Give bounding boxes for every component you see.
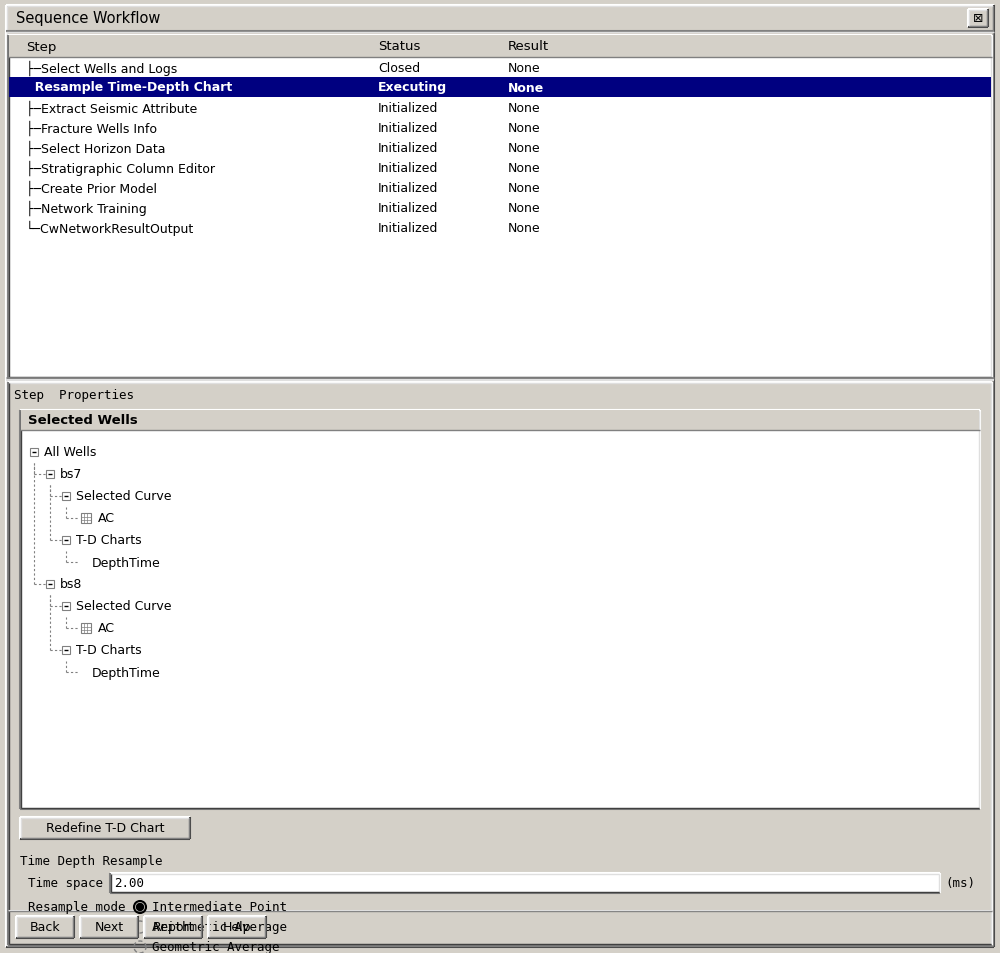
- Text: ├─Select Wells and Logs: ├─Select Wells and Logs: [26, 60, 177, 75]
- Text: None: None: [508, 221, 541, 234]
- Bar: [16, 916, 74, 938]
- Bar: [62, 602, 70, 610]
- Bar: [80, 916, 138, 938]
- Text: None: None: [508, 161, 541, 174]
- Bar: [208, 916, 266, 938]
- Bar: [81, 514, 91, 523]
- Bar: [46, 580, 54, 588]
- Text: bs7: bs7: [60, 468, 82, 481]
- Text: Resample mode: Resample mode: [28, 901, 126, 914]
- Text: Initialized: Initialized: [378, 181, 438, 194]
- Text: Help: Help: [223, 921, 251, 934]
- Bar: [8, 36, 992, 378]
- Bar: [144, 916, 202, 938]
- Text: Closed: Closed: [378, 61, 420, 74]
- Text: None: None: [508, 141, 541, 154]
- Bar: [21, 411, 979, 431]
- Text: Report: Report: [152, 921, 194, 934]
- Text: All Wells: All Wells: [44, 446, 96, 459]
- Text: ├─Extract Seismic Attribute: ├─Extract Seismic Attribute: [26, 100, 197, 115]
- Text: ├─Fracture Wells Info: ├─Fracture Wells Info: [26, 120, 157, 135]
- Bar: [9, 36, 991, 58]
- Bar: [30, 449, 38, 456]
- Text: AC: AC: [98, 512, 115, 525]
- Text: Step: Step: [26, 40, 56, 53]
- Bar: [46, 471, 54, 478]
- Text: None: None: [508, 61, 541, 74]
- Bar: [62, 646, 70, 655]
- Bar: [20, 817, 190, 840]
- Text: Selected Curve: Selected Curve: [76, 490, 172, 503]
- Text: ⊠: ⊠: [973, 12, 983, 26]
- Text: Arithmetic Average: Arithmetic Average: [152, 921, 287, 934]
- Bar: [9, 78, 991, 98]
- Bar: [20, 411, 980, 809]
- Text: bs8: bs8: [60, 578, 82, 591]
- Text: None: None: [508, 181, 541, 194]
- Text: Resample Time-Depth Chart: Resample Time-Depth Chart: [26, 81, 232, 94]
- Bar: [62, 537, 70, 544]
- Bar: [62, 493, 70, 500]
- Circle shape: [136, 903, 144, 910]
- Text: Sequence Workflow: Sequence Workflow: [16, 11, 160, 27]
- Text: Next: Next: [94, 921, 124, 934]
- Text: None: None: [508, 101, 541, 114]
- Text: Initialized: Initialized: [378, 121, 438, 134]
- Text: Selected Curve: Selected Curve: [76, 599, 172, 613]
- Bar: [110, 873, 940, 893]
- Text: Step  Properties: Step Properties: [14, 388, 134, 401]
- Text: Executing: Executing: [378, 81, 447, 94]
- Text: Selected Wells: Selected Wells: [28, 414, 138, 427]
- Text: Status: Status: [378, 40, 420, 53]
- Text: None: None: [508, 81, 544, 94]
- Text: Time Depth Resample: Time Depth Resample: [20, 855, 162, 867]
- Text: ├─Select Horizon Data: ├─Select Horizon Data: [26, 140, 166, 155]
- Text: Back: Back: [30, 921, 60, 934]
- Text: 2.00: 2.00: [114, 877, 144, 889]
- Text: DepthTime: DepthTime: [92, 666, 161, 679]
- Text: Initialized: Initialized: [378, 101, 438, 114]
- Text: T-D Charts: T-D Charts: [76, 644, 142, 657]
- Bar: [8, 382, 992, 945]
- Text: Intermediate Point: Intermediate Point: [152, 901, 287, 914]
- Text: Initialized: Initialized: [378, 161, 438, 174]
- Text: None: None: [508, 201, 541, 214]
- Text: DepthTime: DepthTime: [92, 556, 161, 569]
- Text: └─CwNetworkResultOutput: └─CwNetworkResultOutput: [26, 220, 194, 235]
- Text: ├─Stratigraphic Column Editor: ├─Stratigraphic Column Editor: [26, 160, 215, 175]
- Text: Geometric Average: Geometric Average: [152, 941, 280, 953]
- Bar: [81, 623, 91, 634]
- Text: Initialized: Initialized: [378, 141, 438, 154]
- Text: AC: AC: [98, 622, 115, 635]
- Text: Initialized: Initialized: [378, 201, 438, 214]
- Text: (ms): (ms): [945, 877, 975, 889]
- Text: Time space: Time space: [28, 877, 103, 889]
- Text: ├─Network Training: ├─Network Training: [26, 200, 147, 215]
- Text: Result: Result: [508, 40, 549, 53]
- Text: Initialized: Initialized: [378, 221, 438, 234]
- Text: T-D Charts: T-D Charts: [76, 534, 142, 547]
- Text: None: None: [508, 121, 541, 134]
- Text: ├─Create Prior Model: ├─Create Prior Model: [26, 180, 157, 195]
- Bar: [968, 10, 988, 28]
- Text: Redefine T-D Chart: Redefine T-D Chart: [46, 821, 164, 835]
